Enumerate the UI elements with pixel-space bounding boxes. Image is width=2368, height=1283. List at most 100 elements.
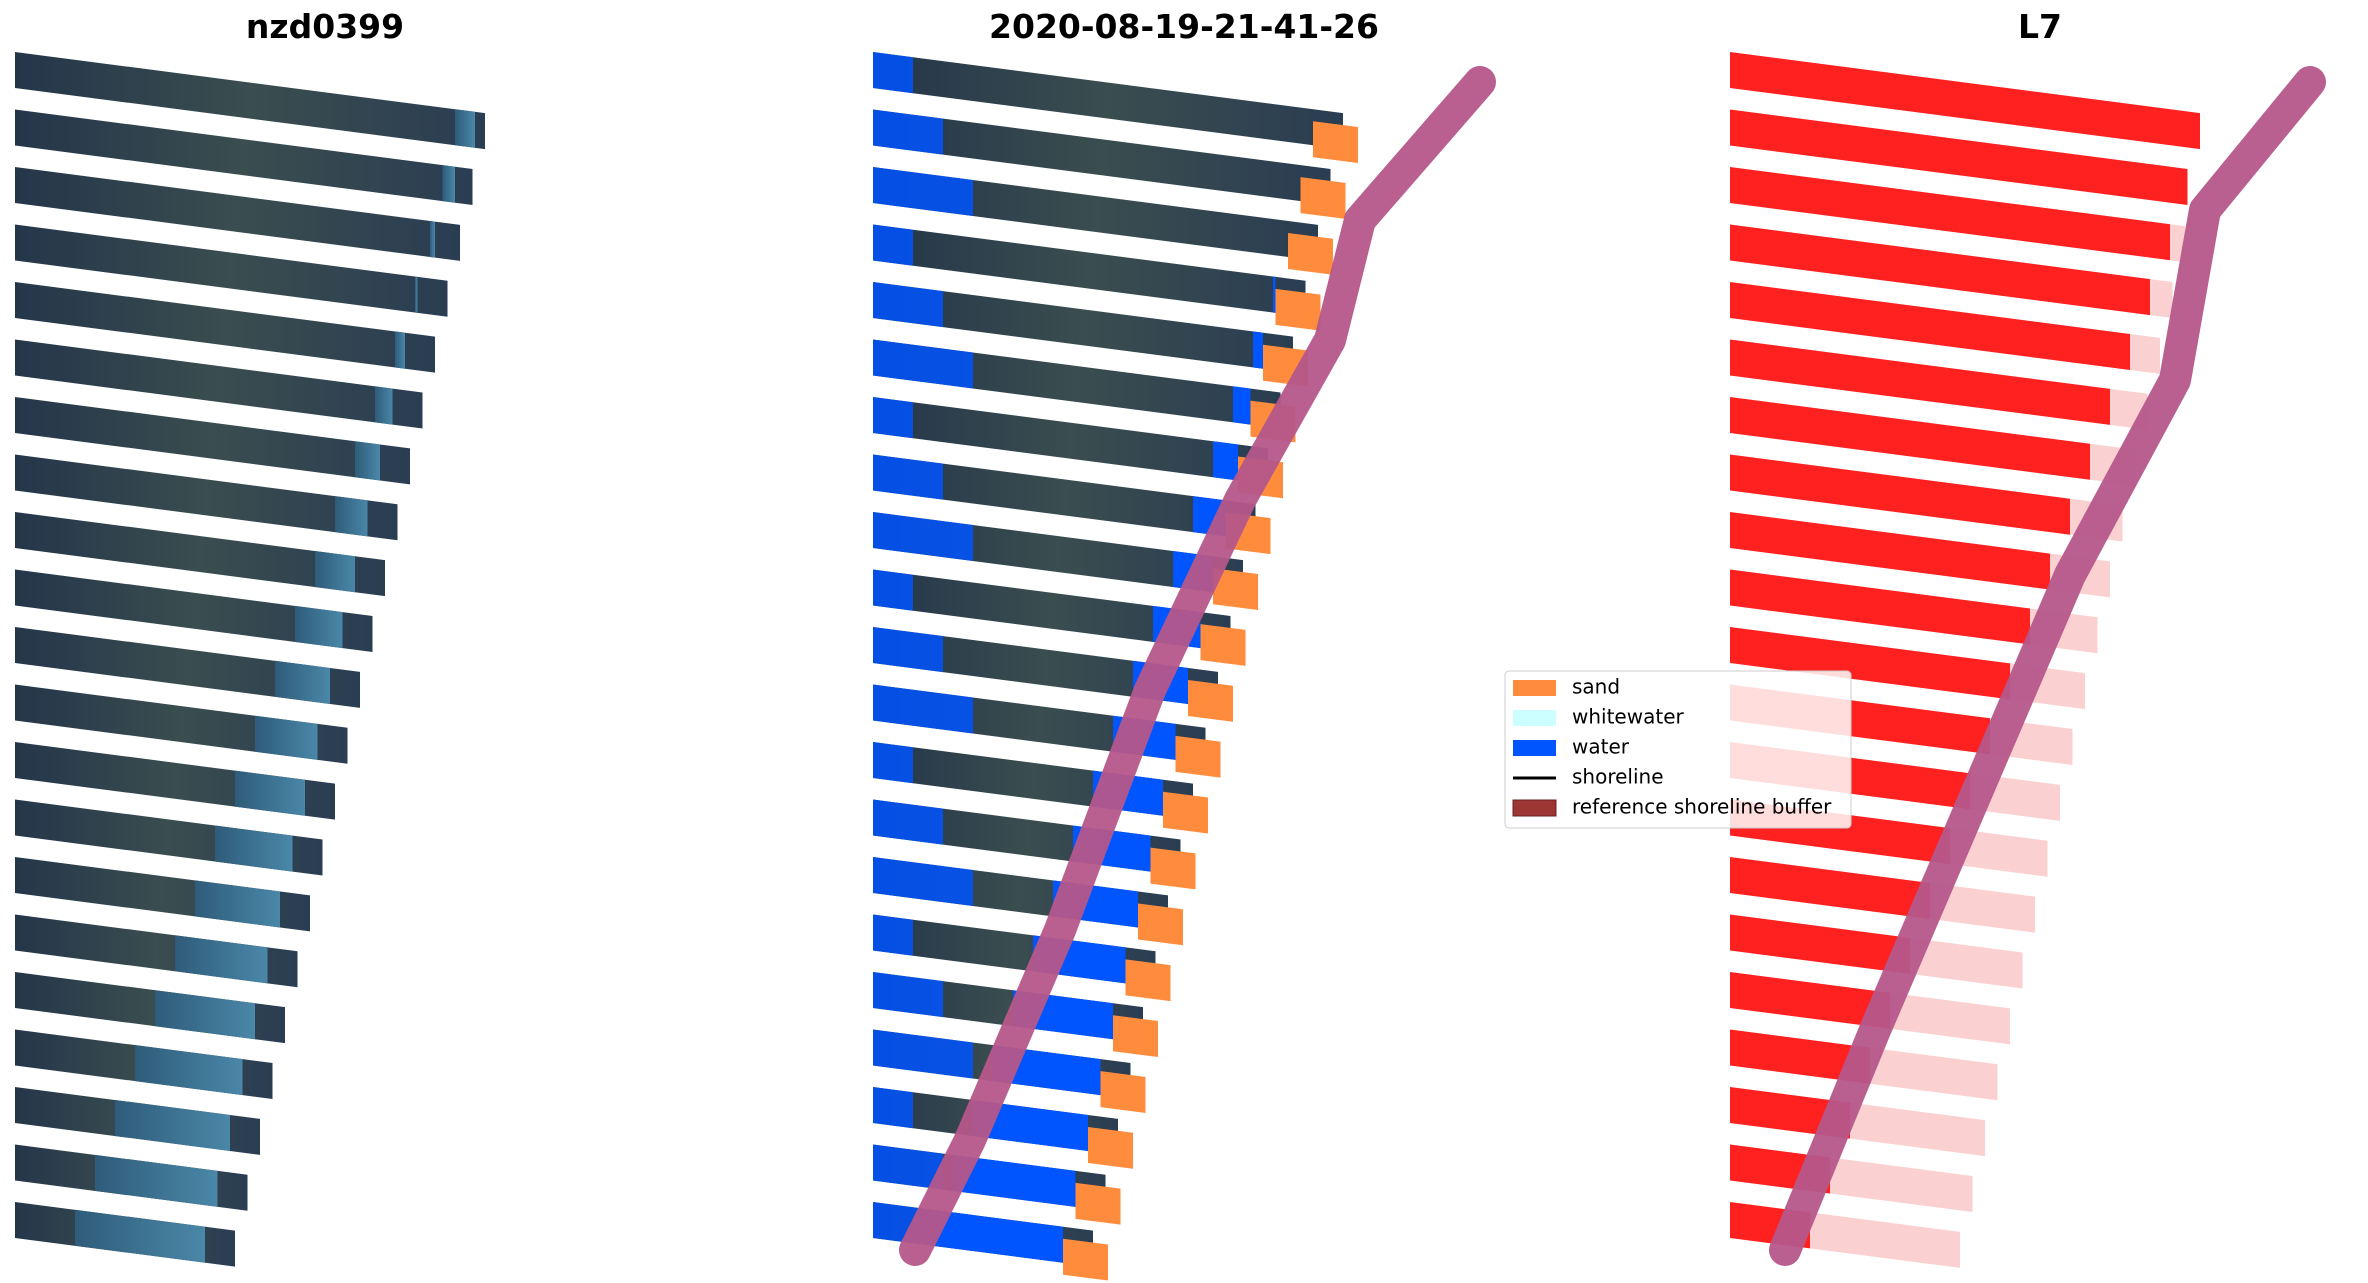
sand-tip: [1075, 1182, 1121, 1225]
sea-strip: [375, 386, 393, 425]
panel-title: L7: [2018, 7, 2062, 46]
red-strip: [1730, 569, 2030, 645]
legend-label: shoreline: [1572, 765, 1664, 789]
legend-patch: [1513, 710, 1556, 726]
water-patch: [873, 1029, 973, 1079]
pink-strip: [1950, 828, 2048, 877]
image-strip: [15, 569, 373, 652]
sand-tip: [1125, 959, 1171, 1002]
red-strip: [1730, 224, 2150, 316]
water-patch: [873, 684, 973, 734]
image-strip: [873, 167, 1318, 261]
water-patch: [873, 914, 913, 956]
red-strip: [1730, 339, 2110, 425]
sea-strip: [135, 1045, 243, 1096]
sea-strip: [455, 109, 475, 148]
sea-strip: [355, 441, 380, 481]
water-region: [1273, 276, 1276, 313]
water-region: [1213, 441, 1238, 481]
water-patch: [873, 512, 973, 561]
water-patch: [873, 569, 913, 611]
sand-tip: [1213, 568, 1258, 611]
image-strip: [15, 52, 485, 150]
water-patch: [873, 742, 913, 784]
image-strip: [15, 109, 473, 205]
sea-strip: [155, 990, 255, 1040]
water-patch: [873, 52, 913, 94]
water-patch: [873, 224, 913, 266]
water-patch: [873, 454, 943, 500]
sea-strip: [95, 1154, 218, 1207]
sand-tip: [1200, 624, 1246, 666]
red-strip: [1730, 1029, 1870, 1084]
sea-strip: [415, 276, 418, 313]
red-strip: [1730, 914, 1910, 974]
pink-strip: [2130, 334, 2160, 374]
water-patch: [873, 1144, 943, 1190]
legend-patch: [1513, 740, 1556, 756]
legend-label: sand: [1572, 675, 1620, 699]
sea-strip: [235, 770, 305, 816]
image-strip: [873, 454, 1256, 541]
sea-strip: [395, 331, 405, 369]
legend-patch: [1512, 799, 1557, 817]
water-patch: [873, 282, 943, 328]
red-strip: [1730, 397, 2090, 480]
sand-tip: [1138, 903, 1183, 946]
sea-strip: [315, 551, 355, 593]
red-strip: [1730, 282, 2130, 370]
panel-l7: [1730, 52, 2326, 1268]
sea-strip: [175, 935, 268, 984]
sand-tip: [1313, 121, 1358, 164]
water-patch: [873, 972, 943, 1018]
image-strip: [873, 627, 1218, 708]
sea-strip: [195, 880, 280, 928]
water-patch: [873, 109, 943, 155]
sand-tip: [1288, 232, 1333, 275]
water-region: [1253, 331, 1263, 369]
reference-buffer: [899, 66, 1496, 1266]
legend-label: water: [1572, 735, 1630, 759]
legend-patch: [1513, 680, 1556, 696]
panel-classification: [873, 52, 1496, 1281]
red-strip: [1730, 512, 2050, 590]
image-strip: [873, 282, 1293, 373]
sea-strip: [255, 715, 318, 760]
water-patch: [873, 397, 913, 439]
water-region: [933, 1209, 1063, 1263]
red-strip: [1730, 454, 2070, 535]
image-strip: [15, 282, 435, 373]
red-strip: [1730, 167, 2170, 261]
legend-label: whitewater: [1572, 705, 1684, 729]
image-strip: [873, 569, 1231, 652]
pink-strip: [1870, 1047, 1998, 1101]
sea-strip: [115, 1100, 230, 1151]
sand-tip: [1188, 679, 1233, 722]
water-patch: [873, 339, 973, 389]
water-region: [953, 1154, 1076, 1207]
legend-box: [1504, 670, 1852, 829]
image-strip: [15, 454, 398, 541]
image-strip: [15, 339, 423, 429]
red-strip: [1730, 627, 2010, 700]
image-strip: [15, 224, 448, 317]
panel-title: 2020-08-19-21-41-26: [989, 7, 1379, 46]
sand-tip: [1150, 847, 1196, 890]
red-strip: [1730, 109, 2188, 205]
pink-strip: [1830, 1157, 1973, 1213]
sand-tip: [1300, 177, 1346, 219]
pink-strip: [1810, 1212, 1960, 1268]
image-strip: [873, 52, 1343, 150]
red-strip: [1730, 972, 1890, 1029]
water-patch: [873, 1087, 913, 1129]
sand-tip: [1088, 1126, 1133, 1169]
image-strip: [873, 109, 1331, 205]
reference-buffer: [1769, 66, 2326, 1266]
legend-label: reference shoreline buffer: [1572, 795, 1832, 819]
pink-strip: [1890, 992, 2010, 1045]
water-patch: [873, 799, 943, 845]
sand-tip: [1163, 791, 1208, 834]
legend: sand whitewater water shoreline reference sh…: [1504, 670, 1852, 829]
sea-strip: [275, 660, 330, 704]
water-patch: [873, 167, 973, 216]
